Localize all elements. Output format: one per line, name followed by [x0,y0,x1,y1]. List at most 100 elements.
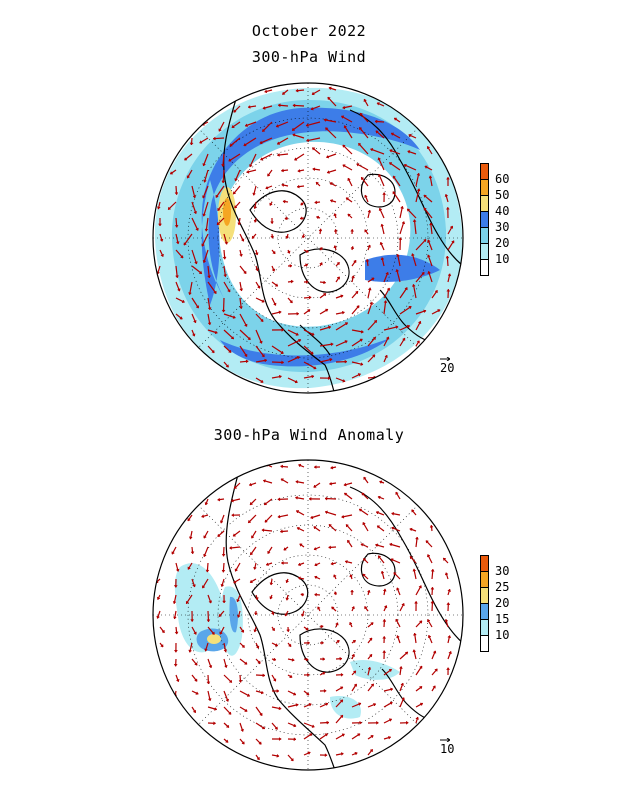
wind-vector-head [364,606,368,610]
wind-vector-head [370,147,374,152]
wind-vector-head [233,485,238,489]
wind-vector-head [248,482,253,487]
wind-vector-head [407,149,411,154]
wind-vector-head [315,181,320,186]
wind-vector [203,201,209,217]
wind-vector-head [342,378,346,383]
wind-vector-head [269,596,274,600]
wind-vector-head [300,202,304,206]
wind-vector-head [260,379,264,383]
wind-vector-head [264,358,268,363]
wind-vector-head [367,244,371,248]
wind-vector-head [339,656,343,661]
wind-vector-head [290,279,294,284]
wind-vector-head [223,274,228,278]
wind-vector-head [341,733,345,737]
wind-vector-head [330,342,334,347]
wind-vector-head [221,309,226,313]
wind-vector-head [424,165,428,170]
wind-vector-head [311,374,315,379]
wind-vector-head [375,510,380,515]
wind-vector-head [253,219,258,223]
wind-vector-head [432,685,436,689]
wind-vector-head [384,354,388,359]
wind-vector-head [277,514,281,519]
wind-vector-head [331,606,335,610]
wind-vector-head [347,213,351,218]
wind-vector-head [301,235,306,239]
wind-vector-head [389,542,393,547]
wind-vector-head [184,157,188,161]
colorbar-label: 10 [495,628,510,642]
wind-vector-head [412,568,417,572]
wind-vector-head [195,305,199,309]
wind-vector-head [283,547,287,551]
wind-vector-head [430,586,435,590]
wind-vector-head [382,635,387,639]
wind-vector-head [299,543,303,547]
wind-speed-band-30-b [220,338,390,367]
wind-vector-head [395,618,399,623]
wind-vector-head [395,491,399,496]
wind-vector-head [314,562,318,567]
wind-vector-head [253,206,258,210]
top-panel-title: 300-hPa Wind [251,48,367,66]
wind-vector-head [343,482,347,487]
wind-vector-head [310,515,314,520]
wind-vector-head [344,492,348,497]
wind-vector-head [393,117,398,121]
wind-vector-head [246,169,250,174]
wind-vector-head [391,511,395,516]
wind-vector-head [240,629,245,633]
wind-vector-head [406,720,409,725]
wind-vector-head [255,268,259,272]
anomaly-band-10-d [330,696,361,719]
wind-vector-head [401,337,406,342]
wind-vector-head [234,568,239,572]
wind-vector-head [404,287,408,291]
wind-vector-head [254,597,259,601]
wind-vector-head [367,666,372,670]
wind-vector [243,137,257,147]
lat-lon-grid [153,460,463,770]
wind-vector-head [212,136,216,141]
wind-vector-head [359,112,364,117]
wind-vector-head [390,687,394,692]
wind-vector-head [398,237,403,240]
wind-vector-head [175,568,180,572]
wind-vector [370,148,385,155]
wind-vector-head [228,711,232,715]
wind-vector-head [217,207,221,212]
wind-vector-head [188,649,193,653]
wind-vector-head [371,277,375,281]
wind-vector-head [320,624,324,629]
wind-vector-head [376,720,379,725]
wind-vector-head [261,299,265,303]
wind-vector [335,322,349,331]
wind-vector-head [192,195,197,199]
wind-vector-head [274,726,278,730]
wind-vector-head [325,127,329,131]
colorbar-swatch [480,179,489,196]
wind-vector-head [336,640,340,644]
wind-vector-head [312,147,316,151]
wind-vector-head [270,221,274,225]
wind-vector-head [247,519,252,524]
wind-vector-head [388,718,393,722]
wind-vector-head [228,679,233,683]
wind-vector-head [260,318,264,322]
wind-vector-head [204,228,209,232]
wind-vector-head [296,311,300,316]
wind-vector-head [427,634,432,639]
wind-vector-head [356,163,360,167]
wind-vector [383,300,387,315]
wind-vector-head [382,588,387,592]
wind-vector-head [260,690,264,695]
wind-vector-head [246,693,251,697]
wind-vector-head [207,307,212,311]
wind-vector-head [382,618,387,622]
wind-vector-head [368,654,373,658]
wind-vector-head [237,222,242,226]
wind-vector-head [211,349,215,354]
wind-vector-head [350,228,355,232]
